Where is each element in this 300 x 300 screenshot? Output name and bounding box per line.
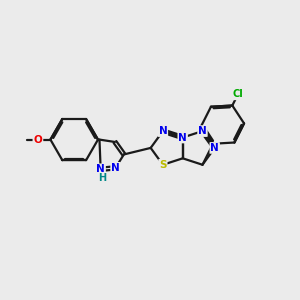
Text: O: O bbox=[34, 135, 42, 145]
Text: Cl: Cl bbox=[232, 89, 243, 99]
Text: N: N bbox=[158, 126, 167, 136]
Text: N: N bbox=[96, 164, 105, 174]
Text: N: N bbox=[178, 133, 187, 142]
Text: N: N bbox=[210, 143, 219, 153]
Text: S: S bbox=[159, 160, 167, 170]
Text: H: H bbox=[98, 173, 106, 183]
Text: N: N bbox=[111, 163, 120, 173]
Text: N: N bbox=[198, 126, 207, 136]
Text: O: O bbox=[34, 135, 42, 145]
